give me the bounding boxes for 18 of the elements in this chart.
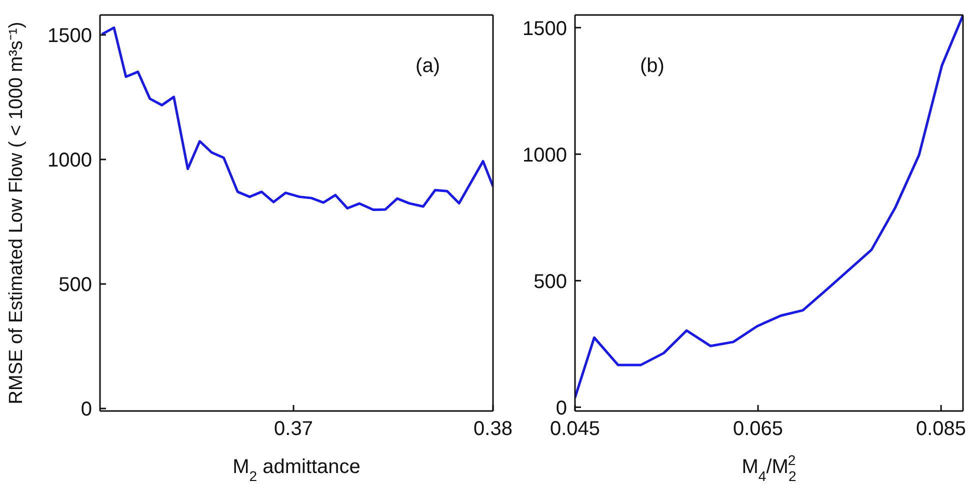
y-tick-label: 0: [556, 397, 567, 420]
x-tick-label: 0.38: [474, 418, 512, 440]
y-axis-title: RMSE of Estimated Low Flow ( < 1000 m³s⁻¹): [6, 22, 27, 404]
annotation: (b): [640, 55, 664, 78]
x-axis-title: M$_{2}$ admittance: [232, 456, 360, 484]
y-tick-label: 500: [58, 274, 92, 296]
annotation: (a): [416, 55, 440, 78]
y-tick-label: 1000: [48, 150, 92, 172]
y-tick-label: 500: [534, 270, 567, 293]
line-series: [100, 26, 493, 212]
y-tick-label: 1500: [522, 18, 567, 40]
x-tick-label: 0.045: [550, 418, 600, 440]
y-tick-label: 1500: [48, 25, 92, 48]
x-tick-label: 0.085: [916, 418, 966, 440]
x-tick-label: 0.065: [732, 418, 784, 440]
y-tick-label: 1000: [522, 144, 567, 166]
x-tick-label: 0.37: [274, 418, 313, 440]
y-tick-label: 0: [80, 398, 92, 421]
